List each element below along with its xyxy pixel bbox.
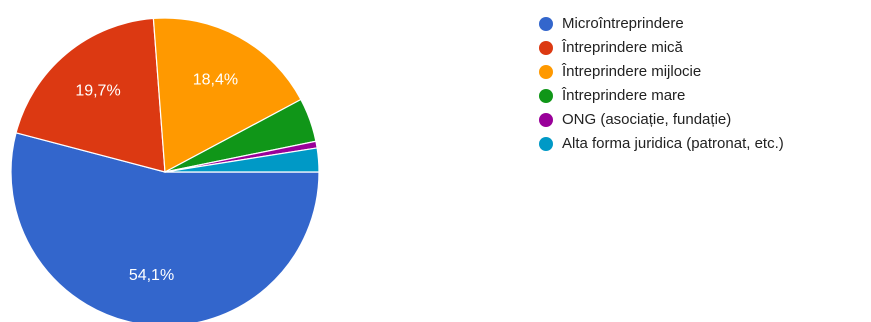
legend-label: Întreprindere mijlocie bbox=[561, 63, 701, 80]
legend-swatch bbox=[539, 65, 553, 79]
pie-slices bbox=[10, 17, 320, 322]
legend-label: ONG (asociație, fundație) bbox=[562, 111, 731, 128]
legend-swatch bbox=[539, 113, 553, 127]
legend: Microîntreprindere Întreprindere mică Într… bbox=[539, 15, 784, 152]
slice-value-label-2: 19,7% bbox=[75, 83, 120, 100]
legend-swatch bbox=[539, 137, 553, 151]
legend-item-4: Întreprindere mare bbox=[539, 87, 685, 104]
pie-slice-3 bbox=[152, 17, 302, 173]
pie-slice-labels: 54,1% 19,7% 18,4% bbox=[75, 71, 238, 284]
legend-item-5: ONG (asociație, fundație) bbox=[539, 111, 731, 128]
legend-item-2: Întreprindere mică bbox=[539, 39, 684, 56]
legend-item-1: Microîntreprindere bbox=[539, 15, 684, 32]
legend-label: Microîntreprindere bbox=[562, 15, 684, 32]
pie-slice-6 bbox=[164, 147, 320, 173]
legend-swatch bbox=[539, 17, 553, 31]
legend-swatch bbox=[539, 41, 553, 55]
legend-item-6: Alta forma juridica (patronat, etc.) bbox=[539, 135, 784, 152]
legend-label: Întreprindere mare bbox=[561, 87, 685, 104]
legend-swatch bbox=[539, 89, 553, 103]
pie-slice-2 bbox=[15, 17, 166, 173]
legend-item-3: Întreprindere mijlocie bbox=[539, 63, 701, 80]
slice-value-label-1: 54,1% bbox=[129, 267, 174, 284]
legend-label: Întreprindere mică bbox=[561, 39, 684, 56]
legend-label: Alta forma juridica (patronat, etc.) bbox=[562, 135, 784, 152]
slice-value-label-3: 18,4% bbox=[193, 71, 238, 88]
pie-slice-1 bbox=[10, 132, 320, 322]
